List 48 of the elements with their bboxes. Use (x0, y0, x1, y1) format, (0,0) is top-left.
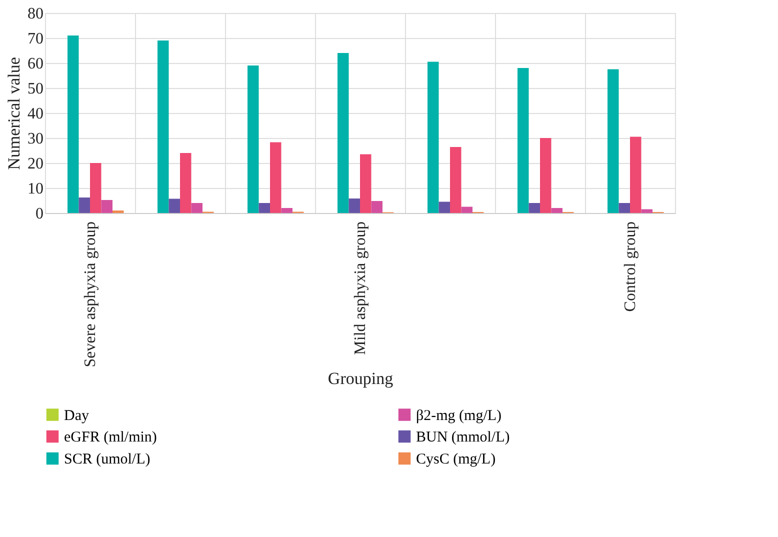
y-tick-label: 40 (28, 106, 44, 122)
bar (68, 36, 79, 213)
bar (270, 142, 282, 213)
bar (450, 147, 462, 213)
bar (258, 203, 270, 213)
bar (191, 203, 202, 213)
y-tick-label: 80 (28, 6, 44, 22)
bar (348, 198, 360, 213)
bar (518, 68, 529, 213)
bar (540, 138, 552, 213)
y-tick-label: 60 (28, 56, 44, 72)
bar (338, 53, 349, 213)
bar (371, 201, 382, 213)
legend-label: β2-mg (mg/L) (416, 408, 502, 424)
y-axis-title: Numerical value (4, 57, 24, 170)
x-axis-title: Grouping (328, 369, 394, 388)
bar (180, 153, 192, 213)
legend-label: CysC (mg/L) (416, 452, 496, 468)
bar (281, 208, 292, 213)
bar (528, 203, 540, 213)
y-tick-label: 70 (28, 30, 44, 48)
bar (248, 66, 259, 213)
legend-label: Day (64, 408, 90, 424)
y-tick-label: 10 (28, 180, 44, 198)
legend-label: eGFR (ml/min) (64, 430, 157, 446)
bar (618, 203, 630, 213)
bar (158, 40, 169, 213)
bar (551, 208, 562, 213)
y-tick-label: 30 (28, 130, 44, 148)
bar (428, 62, 439, 213)
bar (78, 198, 90, 213)
bar (608, 69, 619, 213)
y-tick-label: 20 (28, 156, 44, 172)
bar (360, 154, 372, 213)
legend-label: BUN (mmol/L) (416, 430, 510, 446)
bar (90, 163, 102, 213)
bar (168, 198, 180, 213)
bar (641, 209, 652, 213)
x-tick-label: Mild asphyxia group (352, 222, 369, 355)
bar (461, 206, 472, 213)
x-tick-label: Severe asphyxia group (82, 222, 99, 368)
bar (630, 136, 642, 213)
bar (101, 200, 112, 213)
y-tick-label: 0 (36, 206, 44, 222)
bar (438, 202, 450, 213)
x-tick-label: Control group (622, 222, 639, 312)
y-tick-label: 50 (28, 80, 44, 98)
legend-label: SCR (umol/L) (64, 452, 150, 468)
